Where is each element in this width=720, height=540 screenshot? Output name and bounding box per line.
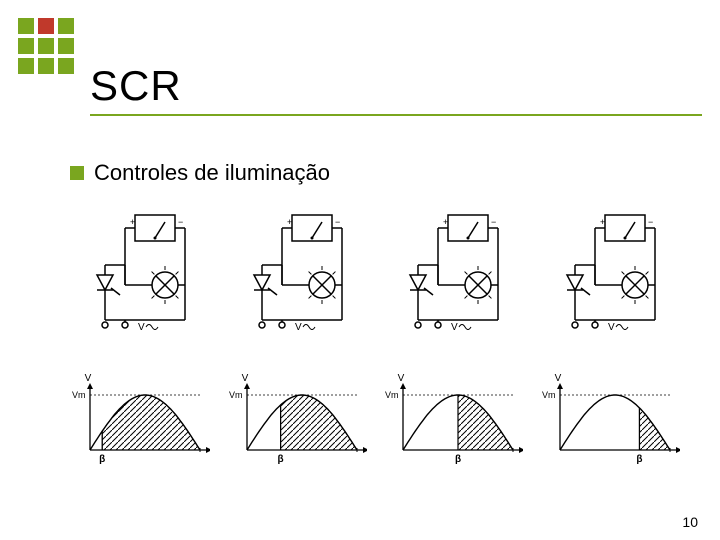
svg-text:Vm: Vm (229, 390, 243, 400)
svg-text:+: + (443, 217, 448, 227)
svg-text:Vm: Vm (385, 390, 399, 400)
svg-text:V: V (398, 373, 405, 384)
circuit-diagrams-row: + − V + − V + − V + − V (70, 210, 680, 340)
svg-text:−: − (178, 217, 183, 227)
title-block: SCR (90, 62, 702, 116)
svg-text:Vm: Vm (72, 390, 86, 400)
circuit-diagram: + − V (227, 210, 367, 340)
bullet-marker-icon (70, 166, 84, 180)
logo-square (18, 58, 34, 74)
logo-square (38, 18, 54, 34)
logo-square (38, 58, 54, 74)
svg-text:β: β (636, 454, 642, 465)
waveform-chart: VtVmβ (70, 370, 210, 470)
bullet-item: Controles de iluminação (70, 160, 330, 186)
svg-text:β: β (99, 454, 105, 465)
circuit-diagram: + − V (70, 210, 210, 340)
svg-text:V: V (295, 322, 302, 333)
svg-text:V: V (555, 373, 562, 384)
bullet-text: Controles de iluminação (94, 160, 330, 186)
svg-text:V: V (451, 322, 458, 333)
page-number: 10 (682, 514, 698, 530)
svg-text:−: − (335, 217, 340, 227)
logo-square (58, 18, 74, 34)
logo-square (58, 38, 74, 54)
title-underline (90, 114, 702, 116)
circuit-diagram: + − V (383, 210, 523, 340)
svg-text:V: V (608, 322, 615, 333)
circuit-diagram: + − V (540, 210, 680, 340)
svg-text:V: V (138, 322, 145, 333)
logo-square (18, 18, 34, 34)
svg-text:V: V (85, 373, 92, 384)
svg-text:−: − (491, 217, 496, 227)
waveform-chart: VtVmβ (227, 370, 367, 470)
svg-text:V: V (241, 373, 248, 384)
svg-text:+: + (287, 217, 292, 227)
waveforms-row: VtVmβ VtVmβ VtVmβ VtVmβ (70, 370, 680, 470)
svg-text:β: β (455, 454, 461, 465)
slide-title: SCR (90, 62, 702, 114)
svg-text:Vm: Vm (542, 390, 556, 400)
logo-square (38, 38, 54, 54)
svg-text:−: − (648, 217, 653, 227)
logo-grid (18, 18, 74, 74)
logo-square (58, 58, 74, 74)
svg-text:β: β (277, 454, 283, 465)
svg-text:+: + (130, 217, 135, 227)
waveform-chart: VtVmβ (383, 370, 523, 470)
logo-square (18, 38, 34, 54)
svg-text:+: + (600, 217, 605, 227)
waveform-chart: VtVmβ (540, 370, 680, 470)
